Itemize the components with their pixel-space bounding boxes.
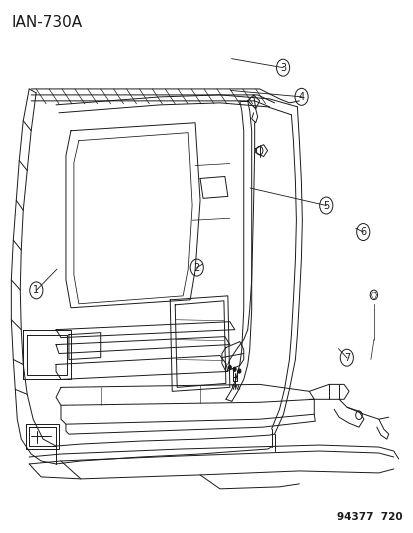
Text: 7: 7	[343, 353, 349, 362]
Circle shape	[227, 365, 231, 370]
Text: 1: 1	[33, 285, 39, 295]
Text: 3: 3	[279, 63, 285, 72]
Text: 6: 6	[359, 227, 366, 237]
Text: 4: 4	[298, 92, 304, 102]
Text: 2: 2	[193, 263, 199, 272]
Circle shape	[232, 367, 236, 372]
Circle shape	[237, 368, 241, 374]
Text: 5: 5	[323, 200, 329, 211]
Text: IAN-730A: IAN-730A	[12, 14, 83, 30]
Text: 94377  720: 94377 720	[336, 512, 401, 522]
